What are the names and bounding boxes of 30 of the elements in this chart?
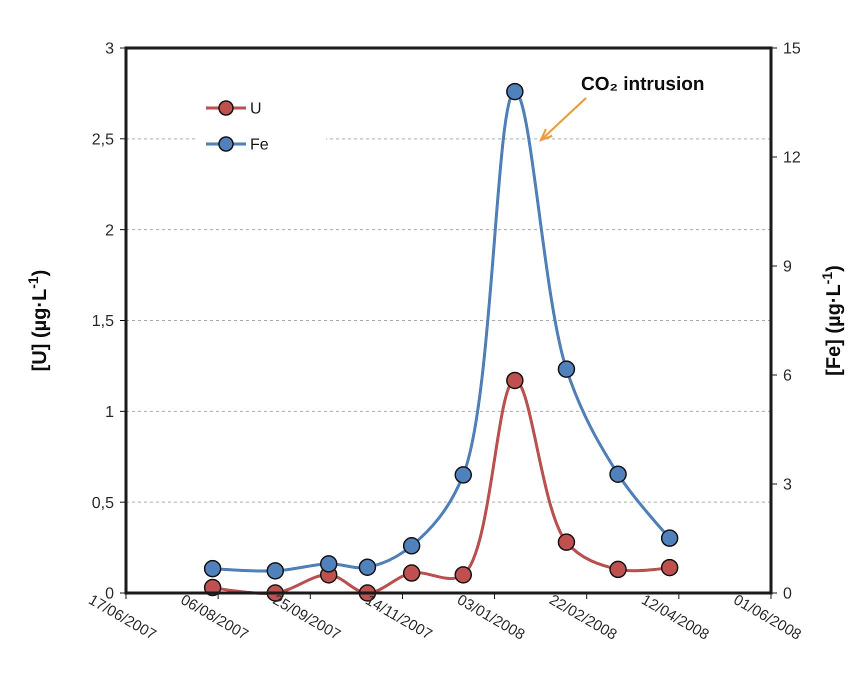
point (454, 466, 472, 484)
point (506, 82, 524, 100)
y2-tick-label: 12 (783, 150, 801, 167)
y-tick-label: 0,5 (92, 494, 114, 512)
point (266, 562, 284, 580)
point (660, 529, 678, 547)
y2-tick-label: 6 (783, 368, 792, 385)
point (558, 533, 576, 551)
point (506, 372, 524, 390)
point (454, 566, 472, 584)
point (609, 465, 627, 483)
y-tick-label: 1 (105, 404, 114, 421)
y2-tick-label: 15 (783, 40, 801, 58)
y-tick-label: 2,5 (92, 131, 114, 148)
legend-label: Fe (250, 136, 269, 154)
point (358, 558, 376, 576)
point (402, 537, 420, 555)
y-tick-label: 2 (105, 222, 114, 240)
point (204, 560, 222, 578)
y-tick-label: 1,5 (92, 313, 114, 330)
point (609, 560, 627, 578)
point (660, 558, 678, 576)
y2-tick-label: 3 (783, 476, 792, 494)
legend-label: U (250, 100, 262, 118)
point (320, 555, 338, 573)
y-tick-label: 3 (105, 40, 114, 58)
point (558, 360, 576, 378)
y2-tick-label: 9 (783, 258, 792, 276)
annotation: CO₂ intrusion (581, 74, 704, 95)
point (402, 564, 420, 582)
